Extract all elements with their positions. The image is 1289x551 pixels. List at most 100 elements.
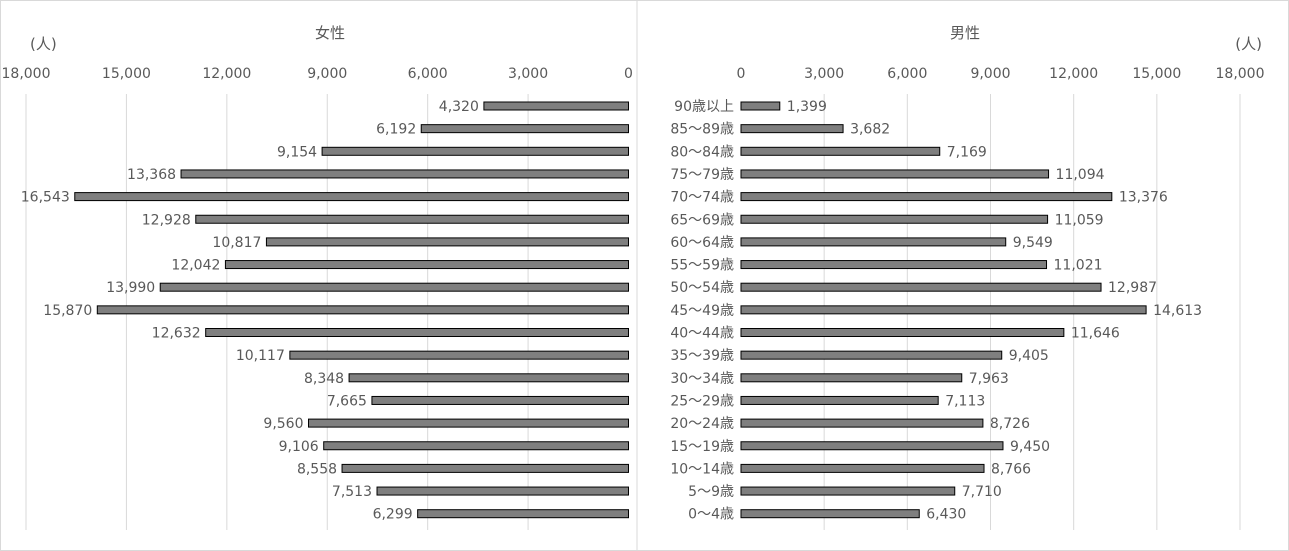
data-label-male: 8,766 (991, 461, 1031, 477)
data-label-female: 12,042 (171, 258, 220, 274)
bar-male (740, 509, 920, 519)
data-label-female: 9,560 (263, 416, 303, 432)
data-label-male: 3,682 (850, 122, 890, 138)
data-label-male: 7,710 (962, 484, 1002, 500)
age-category-label: 80～84歳 (670, 144, 734, 160)
age-category-label: 50～54歳 (670, 280, 734, 296)
bar-female (96, 305, 629, 315)
data-label-male: 14,613 (1153, 303, 1202, 319)
bar-female (348, 373, 629, 383)
data-label-male: 11,021 (1054, 258, 1103, 274)
data-label-female: 8,558 (297, 461, 337, 477)
data-label-female: 13,990 (106, 280, 155, 296)
bar-female (483, 101, 629, 111)
age-category-label: 5～9歳 (688, 484, 734, 500)
data-label-male: 9,549 (1013, 235, 1053, 251)
age-category-label: 10～14歳 (670, 461, 734, 477)
tick-label-left: 3,000 (508, 66, 548, 82)
bar-male (740, 305, 1147, 315)
data-label-male: 13,376 (1119, 190, 1168, 206)
age-category-label: 35～39歳 (670, 348, 734, 364)
data-label-female: 10,817 (212, 235, 261, 251)
data-label-male: 8,726 (990, 416, 1030, 432)
bar-female (376, 486, 629, 496)
data-label-female: 8,348 (304, 371, 344, 387)
age-category-label: 30～34歳 (670, 371, 734, 387)
age-category-label: 25～29歳 (670, 393, 734, 409)
bar-female (289, 350, 629, 360)
bar-male (740, 418, 984, 428)
data-label-male: 9,450 (1010, 439, 1050, 455)
bar-female (341, 463, 629, 473)
data-label-female: 6,299 (373, 507, 413, 523)
bar-female (371, 395, 629, 405)
tick-label-left: 12,000 (202, 66, 251, 82)
tick-label-right: 18,000 (1216, 66, 1265, 82)
tick-label-left: 18,000 (2, 66, 51, 82)
tick-label-right: 9,000 (970, 66, 1010, 82)
bar-male (740, 373, 963, 383)
data-label-male: 11,646 (1071, 326, 1120, 342)
bar-female (321, 146, 629, 156)
data-label-female: 7,665 (327, 393, 367, 409)
data-label-female: 9,106 (279, 439, 319, 455)
bar-male (740, 486, 956, 496)
data-label-male: 11,059 (1055, 212, 1104, 228)
bar-female (417, 509, 629, 519)
data-label-female: 9,154 (277, 144, 317, 160)
bar-male (740, 328, 1065, 337)
data-label-female: 7,513 (332, 484, 372, 500)
bar-male (740, 169, 1050, 179)
bar-male (740, 214, 1049, 224)
age-category-label: 15～19歳 (670, 439, 734, 455)
bar-male (740, 237, 1007, 247)
bar-female (308, 418, 629, 428)
bar-female (159, 282, 630, 292)
age-category-label: 85～89歳 (670, 122, 734, 138)
bar-male (740, 192, 1113, 202)
age-category-label: 65～69歳 (670, 212, 734, 228)
data-label-male: 7,169 (947, 144, 987, 160)
data-label-female: 4,320 (439, 99, 479, 115)
age-category-label: 40～44歳 (670, 326, 734, 342)
bar-male (740, 350, 1003, 360)
tick-label-right: 15,000 (1132, 66, 1181, 82)
data-label-male: 9,405 (1009, 348, 1049, 364)
tick-label-left: 6,000 (408, 66, 448, 82)
data-label-male: 11,094 (1056, 167, 1105, 183)
data-label-male: 7,963 (969, 371, 1009, 387)
bar-male (740, 282, 1102, 292)
bar-female (74, 192, 629, 202)
tick-label-right: 0 (737, 66, 746, 82)
data-label-male: 1,399 (787, 99, 827, 115)
bar-male (740, 260, 1048, 270)
bar-male (740, 124, 844, 134)
data-label-male: 7,113 (945, 393, 985, 409)
tick-label-left: 15,000 (102, 66, 151, 82)
data-label-female: 12,632 (152, 326, 201, 342)
age-category-label: 70～74歳 (670, 190, 734, 206)
bar-male (740, 463, 985, 473)
tick-label-right: 12,000 (1049, 66, 1098, 82)
age-category-label: 20～24歳 (670, 416, 734, 432)
data-label-female: 16,543 (21, 190, 70, 206)
age-category-label: 90歳以上 (674, 99, 734, 115)
bar-female (224, 260, 630, 270)
bar-female (420, 124, 629, 134)
series-title-male: 男性 (950, 24, 980, 42)
tick-label-right: 3,000 (804, 66, 844, 82)
bar-male (740, 395, 939, 405)
tick-label-left: 0 (624, 66, 633, 82)
data-label-male: 12,987 (1108, 280, 1157, 296)
unit-label-left: (人) (30, 35, 57, 53)
bar-female (265, 237, 629, 247)
age-category-label: 75～79歳 (670, 167, 734, 183)
unit-label-right: (人) (1235, 35, 1262, 53)
bar-female (195, 214, 629, 224)
data-label-female: 12,928 (142, 212, 191, 228)
age-category-label: 60～64歳 (670, 235, 734, 251)
bar-male (740, 101, 781, 111)
series-title-female: 女性 (315, 24, 345, 42)
